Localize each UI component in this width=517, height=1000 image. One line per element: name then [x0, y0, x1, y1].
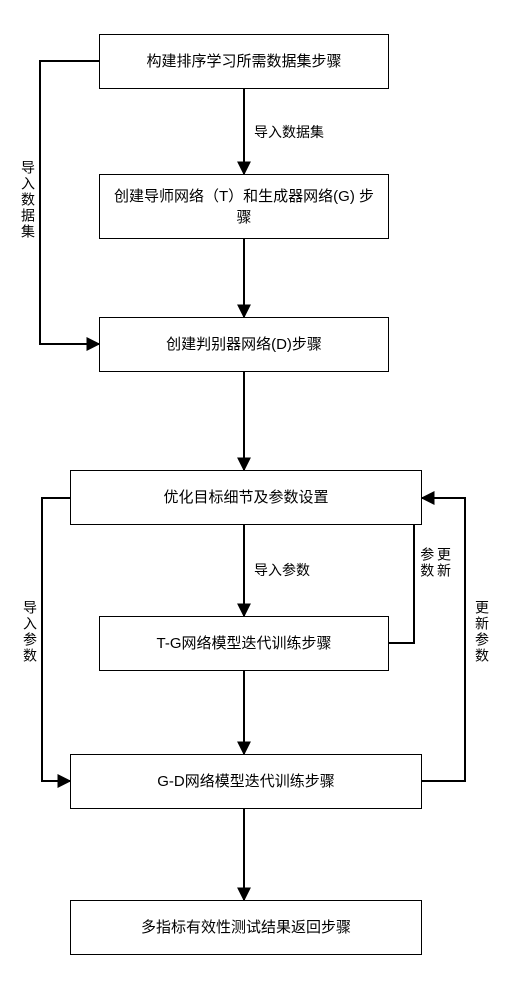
edge-e_n5_n4_right — [389, 511, 422, 643]
flow-node-label: G-D网络模型迭代训练步骤 — [157, 771, 335, 792]
edge-e_n1_n3_left — [40, 61, 99, 344]
edge-e_n6_n4_right_out — [422, 498, 465, 781]
flow-node-label: T-G网络模型迭代训练步骤 — [157, 633, 332, 654]
edge-label-e_n5_n4_right: 更新参数 — [422, 547, 452, 579]
edge-e_n4_n6_left — [42, 498, 70, 781]
flow-node-n3: 创建判别器网络(D)步骤 — [99, 317, 389, 372]
edge-label-e_n4_n5: 导入参数 — [254, 560, 310, 580]
edge-label-e_n1_n2: 导入数据集 — [254, 122, 324, 142]
flow-node-label: 多指标有效性测试结果返回步骤 — [141, 917, 351, 938]
flow-node-label: 优化目标细节及参数设置 — [163, 487, 328, 508]
edge-label-e_n4_n6_left: 导入参数 — [20, 600, 40, 664]
flow-node-n5: T-G网络模型迭代训练步骤 — [99, 616, 389, 671]
flow-node-label: 构建排序学习所需数据集步骤 — [146, 51, 341, 72]
flow-node-n6: G-D网络模型迭代训练步骤 — [70, 754, 422, 809]
edge-label-e_n1_n3_left: 导入数据集 — [18, 160, 38, 240]
flow-node-n7: 多指标有效性测试结果返回步骤 — [70, 900, 422, 955]
flow-node-n2: 创建导师网络（T）和生成器网络(G) 步骤 — [99, 174, 389, 239]
edge-label-e_n6_n4_right_out: 更新参数 — [472, 600, 492, 664]
flow-node-label: 创建判别器网络(D)步骤 — [166, 334, 322, 355]
flow-node-label: 创建导师网络（T）和生成器网络(G) 步骤 — [108, 186, 380, 228]
flow-node-n1: 构建排序学习所需数据集步骤 — [99, 34, 389, 89]
flow-node-n4: 优化目标细节及参数设置 — [70, 470, 422, 525]
